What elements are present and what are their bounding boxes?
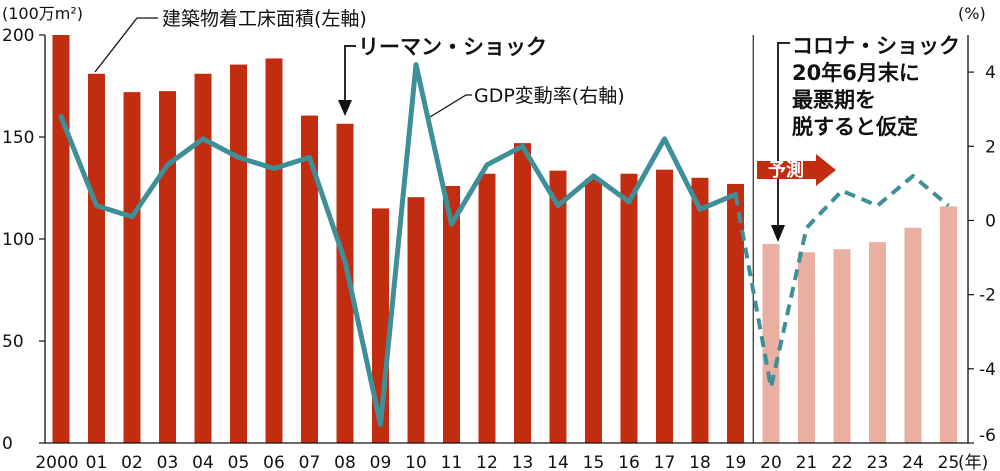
corona-label-line2: 20年6月末に: [792, 61, 920, 85]
right-tick-0: 0: [985, 211, 996, 231]
lehman-label: リーマン・ショック: [358, 35, 547, 59]
plot-frame: [44, 35, 969, 444]
left-tick-150: 150: [2, 128, 34, 148]
x-axis: 2000 01 02 03 04 05 06 07 08 09 10 11 12 13 14 15 16 17 18…: [35, 453, 959, 471]
x-tick-24: 24: [902, 453, 924, 471]
right-tick-2: 2: [985, 137, 996, 157]
x-tick-09: 09: [370, 453, 392, 471]
bars-group: [52, 35, 957, 444]
bar-21: [798, 252, 815, 443]
bar-20: [762, 244, 780, 443]
left-tick-100: 100: [2, 230, 34, 250]
gdp-line-group: [58, 62, 950, 427]
x-tick-15: 15: [583, 453, 605, 471]
bar-06: [265, 58, 283, 444]
gdp-line-actual: [58, 62, 738, 427]
x-tick-14: 14: [547, 453, 569, 471]
x-tick-21: 21: [796, 453, 818, 471]
right-tick--2: -2: [979, 286, 996, 306]
x-tick-2000: 2000: [35, 453, 78, 471]
x-tick-23: 23: [867, 453, 889, 471]
x-tick-20: 20: [760, 453, 782, 471]
x-tick-05: 05: [228, 453, 250, 471]
x-tick-06: 06: [263, 453, 285, 471]
gdp-line-forecast: [733, 173, 950, 390]
right-axis-unit: (%): [958, 4, 986, 23]
x-tick-04: 04: [192, 453, 214, 471]
x-tick-07: 07: [299, 453, 321, 471]
bar-03: [159, 91, 176, 443]
x-tick-08: 08: [334, 453, 356, 471]
x-tick-03: 03: [157, 453, 179, 471]
corona-label-line4: 脱すると仮定: [792, 115, 918, 139]
bar-10: [407, 197, 425, 443]
corona-arrow: [771, 225, 785, 242]
x-tick-12: 12: [476, 453, 498, 471]
corona-label-line1: コロナ・ショック: [792, 34, 960, 58]
bar-07: [301, 115, 318, 443]
left-tick-200: 200: [2, 26, 34, 46]
bar-08: [336, 123, 354, 444]
x-tick-02: 02: [121, 453, 143, 471]
forecast-label: 予測: [768, 159, 804, 181]
right-tick--6: -6: [979, 426, 996, 446]
left-axis: 0 50 100 150 200: [2, 26, 45, 454]
bar-18: [691, 177, 709, 444]
bar-17: [656, 169, 673, 443]
line-series-label: GDP変動率(右軸): [474, 85, 625, 107]
right-tick--4: -4: [979, 360, 996, 380]
bar-23: [869, 242, 886, 443]
bar-19: [727, 183, 744, 444]
x-tick-22: 22: [831, 453, 853, 471]
left-axis-unit: (100万m²): [2, 4, 83, 23]
x-tick-11: 11: [441, 453, 463, 471]
x-tick-01: 01: [86, 453, 108, 471]
x-tick-10: 10: [405, 453, 427, 471]
x-tick-25: 25: [938, 453, 960, 471]
bar-02: [123, 92, 141, 444]
bar-16: [620, 173, 638, 443]
lehman-arrow: [338, 100, 352, 116]
bar-11: [443, 185, 460, 443]
right-axis: -6 -4 -2 0 2 4: [968, 63, 996, 446]
bar-05: [230, 64, 247, 443]
bar-2000: [52, 35, 70, 443]
line-series-leader: [429, 94, 472, 118]
bar-22: [833, 249, 851, 443]
x-tick-16: 16: [618, 453, 640, 471]
left-tick-0: 0: [2, 434, 13, 454]
bar-15: [585, 178, 602, 443]
x-axis-unit: (年): [958, 453, 988, 471]
bar-24: [904, 227, 922, 443]
bar-12: [478, 173, 496, 443]
bar-01: [88, 73, 105, 443]
bar-25: [940, 206, 957, 443]
corona-label-line3: 最悪期を: [792, 88, 876, 112]
x-tick-17: 17: [654, 453, 676, 471]
right-tick-4: 4: [985, 63, 996, 83]
bar-04: [194, 73, 212, 443]
forecast-arrow: [757, 154, 836, 186]
bar-series-leader: [94, 17, 158, 73]
bar-series-label: 建築物着工床面積(左軸): [162, 8, 367, 30]
bar-14: [549, 170, 567, 443]
x-tick-18: 18: [689, 453, 711, 471]
left-tick-50: 50: [2, 332, 24, 352]
bar-13: [514, 143, 531, 443]
x-tick-19: 19: [725, 453, 747, 471]
x-tick-13: 13: [512, 453, 534, 471]
